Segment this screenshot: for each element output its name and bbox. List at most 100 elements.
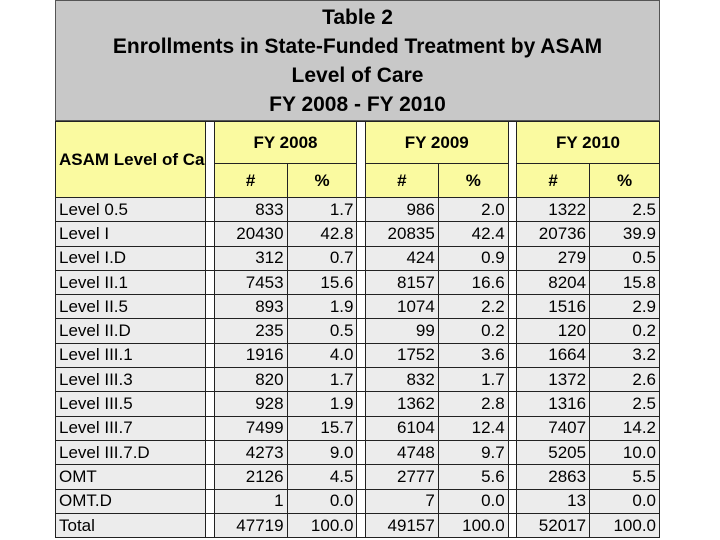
row-label: Total [54,512,207,539]
percent-cell: 15.7 [286,415,358,441]
percent-cell: 14.2 [589,415,660,441]
column-gap [205,415,215,441]
count-cell: 1372 [516,367,591,393]
column-gap [356,512,366,539]
percent-cell: 1.9 [286,294,358,320]
column-gap [356,245,366,271]
row-label: OMT.D [54,488,207,514]
count-cell: 1074 [364,294,439,320]
column-gap [205,391,215,417]
percent-cell: 100.0 [286,512,358,539]
table-row: Level III.1 1916 4.0 1752 3.6 1664 3.2 [54,342,660,369]
table-row: Level I 20430 42.8 20835 42.4 20736 39.9 [54,221,660,247]
percent-cell: 4.5 [286,464,358,490]
percent-cell: 2.5 [589,391,660,417]
column-gap [356,464,366,490]
percent-cell: 9.0 [286,439,358,466]
percent-cell: 100.0 [589,512,660,539]
column-gap [205,488,215,514]
percent-cell: 2.6 [589,367,660,393]
count-cell: 8204 [516,269,591,296]
column-gap [205,439,215,466]
count-cell: 4273 [213,439,288,466]
percent-cell: 1.7 [286,367,358,393]
percent-cell: 0.0 [437,488,509,514]
table-row: OMT.D 1 0.0 7 0.0 13 0.0 [54,488,660,514]
percent-cell: 2.9 [589,294,660,320]
column-gap [205,269,215,296]
percent-cell: 1.7 [437,367,509,393]
column-gap [507,342,518,369]
count-cell: 5205 [516,439,591,466]
column-gap [356,488,366,514]
column-gap [205,342,215,369]
column-gap [356,318,366,344]
percent-cell: 10.0 [589,439,660,466]
count-cell: 8157 [364,269,439,296]
year-header: FY 2008 [213,121,358,164]
row-label: Level II.5 [54,294,207,320]
count-header: # [213,163,288,198]
count-cell: 47719 [213,512,288,539]
table-row: OMT 2126 4.5 2777 5.6 2863 5.5 [54,464,660,490]
count-cell: 1362 [364,391,439,417]
percent-cell: 100.0 [437,512,509,539]
row-label: Level I [54,221,207,247]
column-gap [205,221,215,247]
percent-cell: 4.0 [286,342,358,369]
count-cell: 1752 [364,342,439,369]
column-gap [356,196,366,223]
percent-header: % [437,163,509,198]
column-gap [507,415,518,441]
count-header: # [364,163,439,198]
percent-cell: 3.2 [589,342,660,369]
table-row: Level II.D 235 0.5 99 0.2 120 0.2 [54,318,660,344]
row-label: OMT [54,464,207,490]
table-row: Total 47719 100.0 49157 100.0 52017 100.0 [54,512,660,539]
percent-cell: 42.4 [437,221,509,247]
column-gap [205,121,215,198]
percent-header: % [589,163,660,198]
row-label: Level III.3 [54,367,207,393]
column-gap [507,464,518,490]
percent-header: % [286,163,358,198]
percent-cell: 9.7 [437,439,509,466]
percent-cell: 2.2 [437,294,509,320]
column-gap [356,121,366,198]
count-cell: 7453 [213,269,288,296]
column-gap [507,391,518,417]
percent-cell: 1.7 [286,196,358,223]
count-cell: 7499 [213,415,288,441]
percent-cell: 39.9 [589,221,660,247]
title-line-2: Enrollments in State-Funded Treatment by… [112,35,603,58]
column-gap [356,391,366,417]
column-gap [205,512,215,539]
count-cell: 4748 [364,439,439,466]
column-gap [356,367,366,393]
percent-cell: 15.6 [286,269,358,296]
percent-cell: 0.2 [589,318,660,344]
percent-cell: 42.8 [286,221,358,247]
table-row: Level II.5 893 1.9 1074 2.2 1516 2.9 [54,294,660,320]
slide: Table 2 Enrollments in State-Funded Trea… [54,0,660,540]
count-cell: 49157 [364,512,439,539]
row-label: Level 0.5 [54,196,207,223]
count-cell: 1322 [516,196,591,223]
table-row: Level III.7.D 4273 9.0 4748 9.7 5205 10.0 [54,439,660,466]
table-row: Level 0.5 833 1.7 986 2.0 1322 2.5 [54,196,660,223]
percent-cell: 0.5 [286,318,358,344]
column-gap [356,269,366,296]
column-gap [507,318,518,344]
count-cell: 1516 [516,294,591,320]
column-gap [205,245,215,271]
count-cell: 7 [364,488,439,514]
table-row: Level III.3 820 1.7 832 1.7 1372 2.6 [54,367,660,393]
count-cell: 2777 [364,464,439,490]
count-cell: 7407 [516,415,591,441]
count-cell: 52017 [516,512,591,539]
column-gap [356,294,366,320]
percent-cell: 0.0 [286,488,358,514]
column-gap [356,439,366,466]
percent-cell: 2.8 [437,391,509,417]
title-line-1: Table 2 [322,6,393,29]
